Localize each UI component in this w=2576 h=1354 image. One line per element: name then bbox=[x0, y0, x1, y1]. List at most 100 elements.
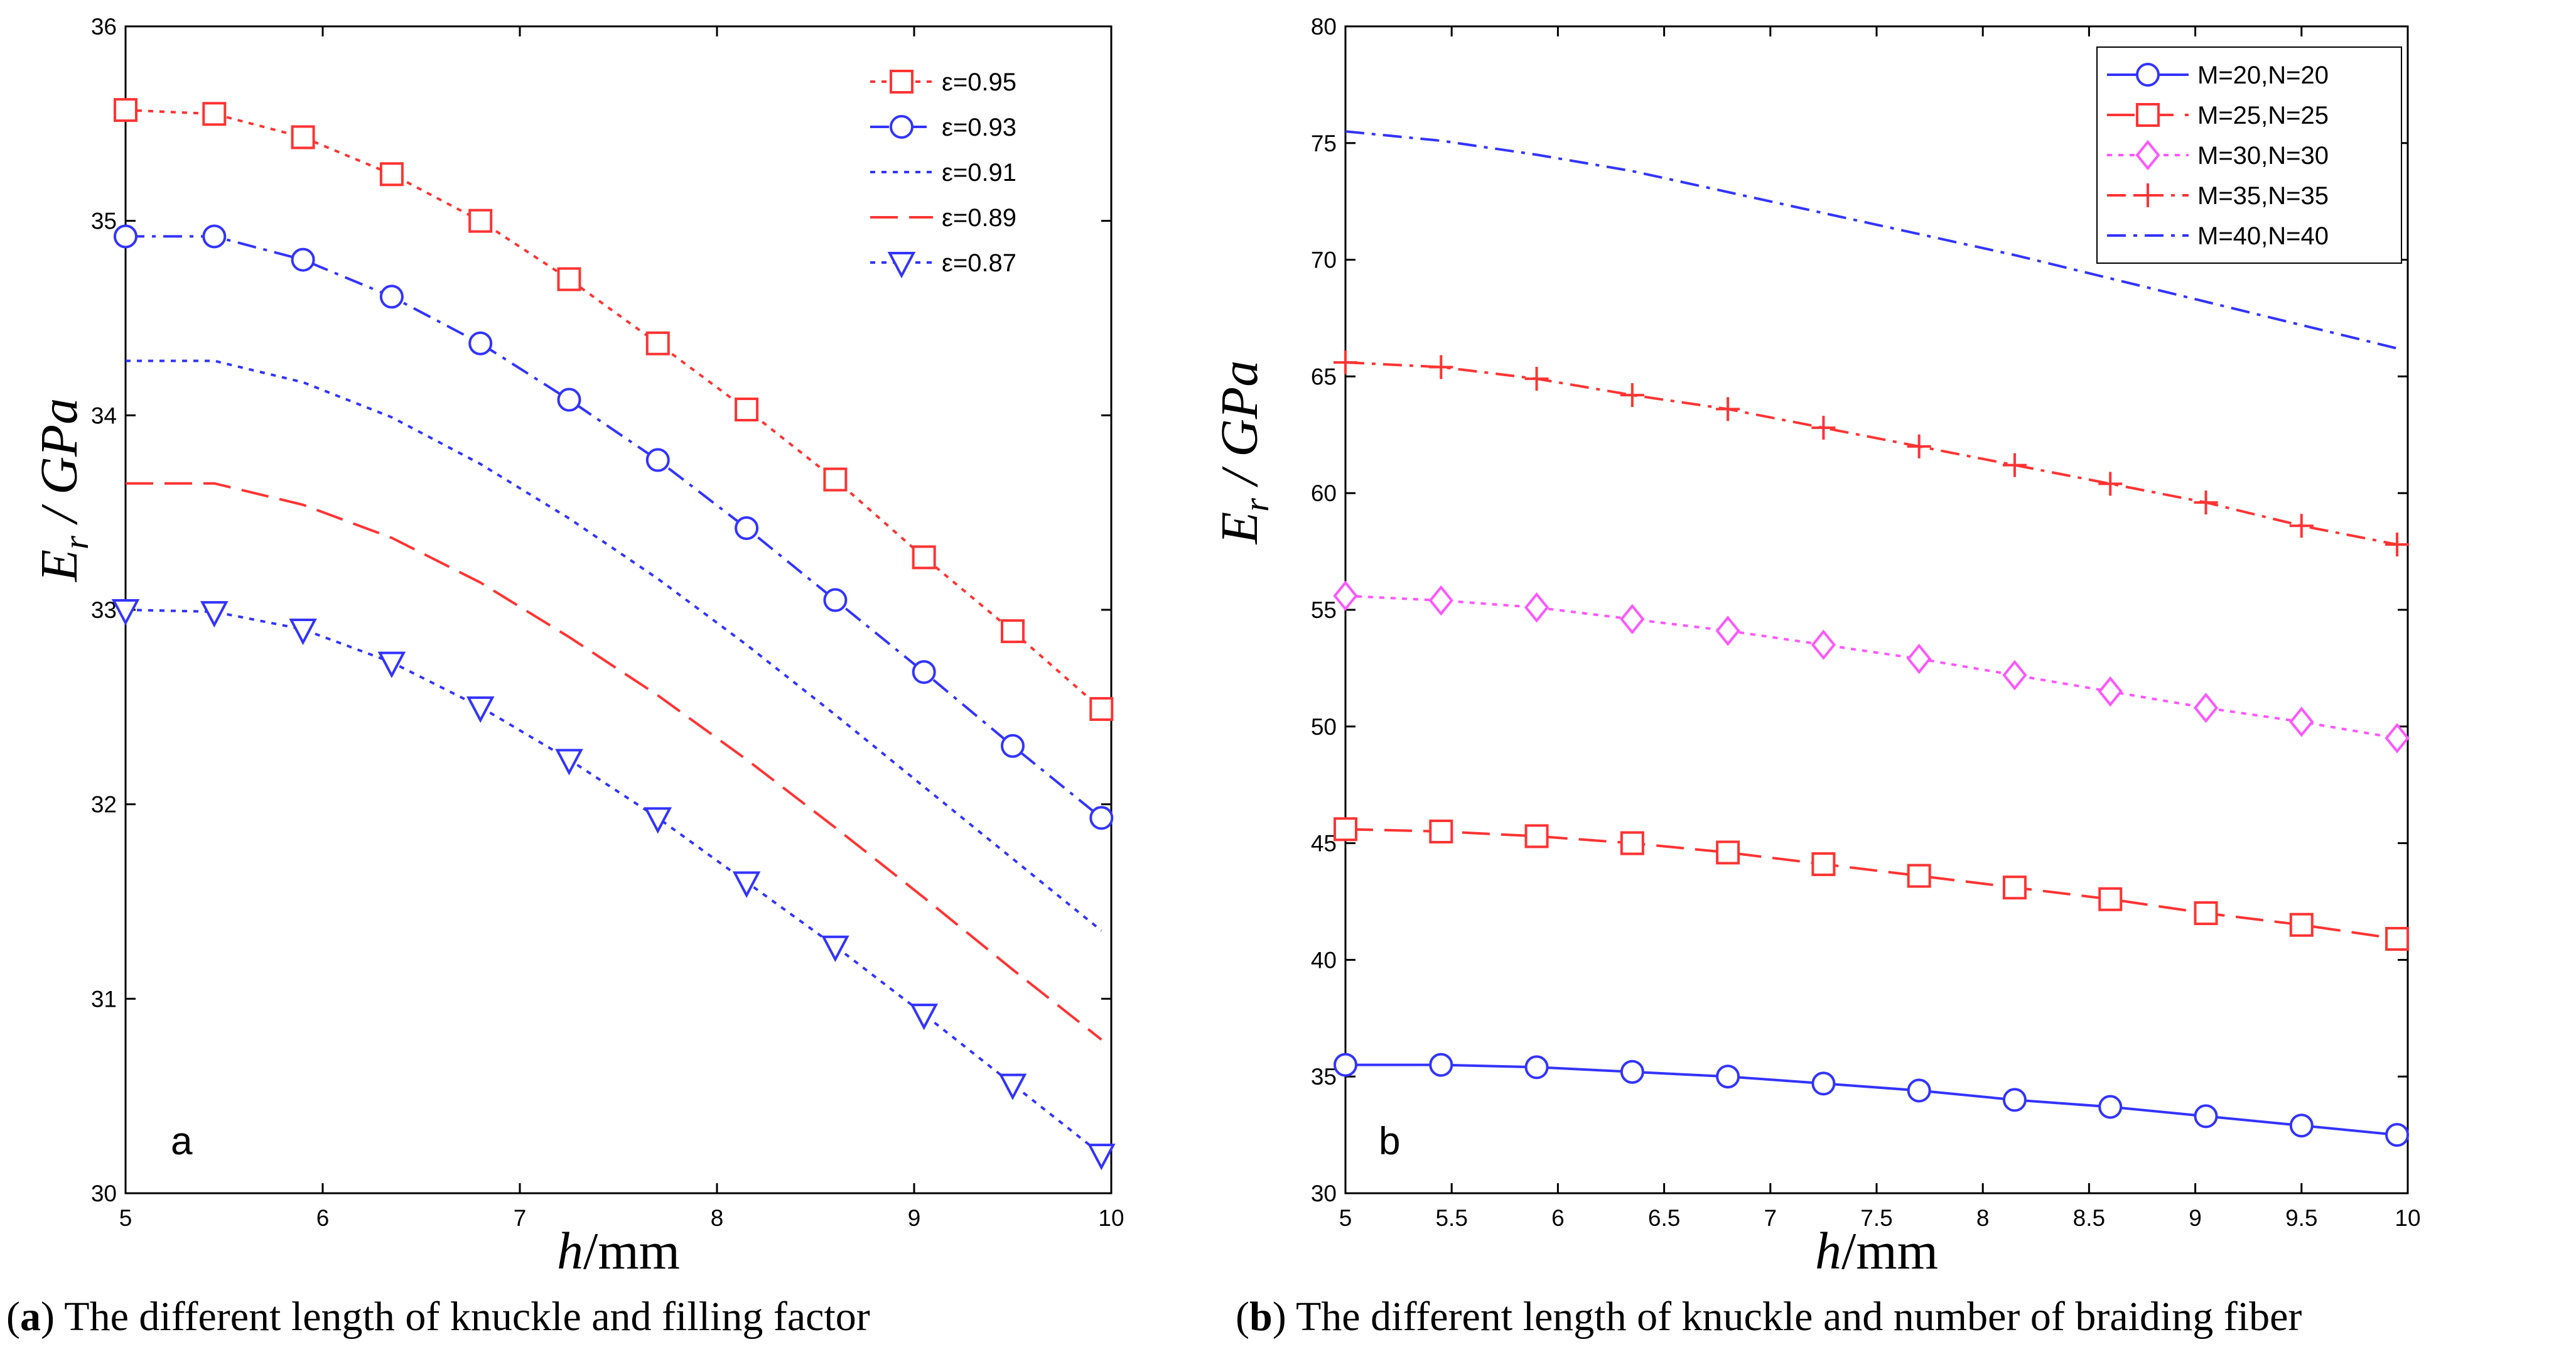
data-point-a-0-9 bbox=[912, 545, 936, 570]
data-point-a-4-7 bbox=[732, 871, 761, 898]
data-point-b-3-10 bbox=[2289, 514, 2314, 538]
series-line-b-4 bbox=[1345, 130, 2398, 350]
data-point-a-0-7 bbox=[735, 398, 759, 422]
data-point-a-4-1 bbox=[200, 601, 229, 628]
y-tick-label-b-55: 55 bbox=[1311, 597, 1337, 623]
data-point-b-1-2 bbox=[1524, 824, 1549, 848]
data-point-a-1-10 bbox=[1001, 734, 1025, 758]
data-point-b-3-8 bbox=[2098, 472, 2123, 496]
y-axis-label-b: Er / GPa bbox=[1210, 360, 1276, 544]
data-point-b-3-9 bbox=[2194, 490, 2218, 515]
x-tick-label-a-8: 8 bbox=[711, 1205, 724, 1231]
y-tick-label-b-80: 80 bbox=[1311, 14, 1337, 40]
caption-b: (b) The different length of knuckle and … bbox=[1236, 1294, 2302, 1340]
data-point-a-1-11 bbox=[1089, 806, 1114, 830]
data-point-a-4-9 bbox=[910, 1004, 939, 1031]
y-tick-label-a-33: 33 bbox=[91, 597, 117, 623]
series-line-b-0 bbox=[1345, 1063, 2398, 1137]
data-point-a-1-1 bbox=[202, 224, 227, 249]
data-point-a-4-4 bbox=[466, 696, 495, 723]
data-point-b-0-2 bbox=[1524, 1055, 1549, 1080]
y-tick-label-a-36: 36 bbox=[91, 14, 117, 40]
data-point-b-0-4 bbox=[1716, 1064, 1740, 1089]
x-tick-label-b-7: 7 bbox=[1764, 1205, 1777, 1231]
data-point-a-0-4 bbox=[468, 209, 493, 233]
y-tick-label-a-30: 30 bbox=[91, 1181, 117, 1206]
series-line-a-2 bbox=[126, 359, 1102, 932]
data-point-b-3-0 bbox=[1334, 350, 1357, 375]
data-point-b-1-0 bbox=[1334, 817, 1357, 842]
series-line-b-3 bbox=[1345, 361, 2398, 546]
data-point-b-1-4 bbox=[1716, 840, 1740, 865]
data-point-b-3-3 bbox=[1620, 383, 1644, 408]
data-point-b-0-11 bbox=[2385, 1123, 2410, 1147]
data-point-b-1-10 bbox=[2289, 913, 2314, 937]
data-point-b-2-6 bbox=[1907, 643, 1932, 674]
chart-panel-a: 5 6 7 8 9 10 30 31 32 33 34 35 36 ε=0.95 ε=0.93 ε=0.91… bbox=[30, 14, 1124, 1281]
x-tick-label-b-5: 5 bbox=[1339, 1205, 1352, 1231]
y-tick-label-a-32: 32 bbox=[91, 792, 117, 818]
x-tick-label-b-8.5: 8.5 bbox=[2073, 1205, 2105, 1231]
data-point-b-3-4 bbox=[1716, 397, 1740, 421]
data-point-b-0-8 bbox=[2098, 1095, 2123, 1119]
x-tick-label-b-5.5: 5.5 bbox=[1435, 1205, 1467, 1231]
data-point-a-1-5 bbox=[557, 387, 581, 412]
y-tick-label-b-40: 40 bbox=[1311, 947, 1337, 973]
data-point-a-0-11 bbox=[1089, 696, 1114, 721]
data-point-b-1-1 bbox=[1429, 820, 1453, 844]
data-point-a-4-11 bbox=[1087, 1144, 1116, 1171]
y-tick-label-b-75: 75 bbox=[1311, 131, 1337, 156]
legend-label-b-0: M=20,N=20 bbox=[2197, 62, 2329, 89]
x-tick-label-a-7: 7 bbox=[514, 1205, 527, 1231]
data-point-a-1-9 bbox=[912, 660, 936, 685]
data-point-a-0-5 bbox=[557, 267, 581, 291]
data-point-b-3-5 bbox=[1811, 416, 1836, 440]
x-tick-label-b-7.5: 7.5 bbox=[1860, 1205, 1892, 1231]
data-point-b-3-11 bbox=[2385, 532, 2410, 556]
data-point-a-1-6 bbox=[645, 448, 670, 472]
caption-a: (a) The different length of knuckle and … bbox=[6, 1294, 870, 1340]
legend-marker-b-3 bbox=[2136, 183, 2160, 207]
data-point-b-1-3 bbox=[1620, 831, 1644, 855]
y-tick-label-b-65: 65 bbox=[1311, 364, 1337, 389]
data-point-a-0-2 bbox=[291, 125, 315, 149]
x-tick-label-b-9.5: 9.5 bbox=[2285, 1205, 2317, 1231]
x-tick-label-b-8: 8 bbox=[1976, 1205, 1990, 1231]
data-point-b-0-6 bbox=[1907, 1078, 1931, 1103]
y-tick-label-b-60: 60 bbox=[1311, 480, 1337, 506]
data-point-b-0-10 bbox=[2289, 1113, 2314, 1138]
data-point-b-1-11 bbox=[2385, 926, 2410, 951]
data-point-a-1-7 bbox=[735, 516, 759, 540]
legend-label-a-1: ε=0.93 bbox=[942, 114, 1016, 141]
y-tick-label-b-45: 45 bbox=[1311, 831, 1337, 857]
x-tick-label-a-9: 9 bbox=[908, 1205, 921, 1231]
y-tick-label-b-30: 30 bbox=[1311, 1181, 1337, 1206]
legend-label-b-3: M=35,N=35 bbox=[2197, 182, 2329, 210]
legend-label-b-1: M=25,N=25 bbox=[2197, 102, 2329, 129]
x-tick-label-a-10: 10 bbox=[1098, 1205, 1124, 1231]
series-line-a-0 bbox=[125, 109, 1102, 710]
data-point-b-3-1 bbox=[1429, 355, 1453, 379]
legend-label-a-3: ε=0.89 bbox=[942, 204, 1016, 232]
data-point-b-2-0 bbox=[1333, 580, 1358, 611]
data-point-b-2-2 bbox=[1524, 592, 1549, 623]
legend-label-b-2: M=30,N=30 bbox=[2197, 142, 2329, 170]
data-point-b-2-9 bbox=[2193, 692, 2219, 723]
data-point-a-0-8 bbox=[823, 467, 848, 492]
legend-marker-b-0 bbox=[2136, 63, 2160, 87]
x-tick-label-b-6: 6 bbox=[1551, 1205, 1565, 1231]
x-tick-label-b-10: 10 bbox=[2395, 1205, 2420, 1231]
legend-label-a-4: ε=0.87 bbox=[942, 249, 1016, 277]
panel-label-a: a bbox=[171, 1120, 193, 1163]
data-point-b-2-3 bbox=[1620, 604, 1645, 635]
data-point-b-2-11 bbox=[2385, 723, 2410, 754]
data-point-b-0-7 bbox=[2002, 1088, 2027, 1112]
data-point-a-0-10 bbox=[1001, 619, 1025, 644]
data-point-b-1-7 bbox=[2002, 875, 2027, 900]
legend-label-a-0: ε=0.95 bbox=[942, 68, 1016, 96]
data-point-a-4-8 bbox=[821, 935, 849, 963]
data-point-b-3-2 bbox=[1524, 367, 1549, 391]
legend-marker-a-0 bbox=[890, 70, 913, 94]
data-point-a-1-8 bbox=[823, 588, 848, 612]
x-tick-label-a-6: 6 bbox=[316, 1205, 330, 1231]
